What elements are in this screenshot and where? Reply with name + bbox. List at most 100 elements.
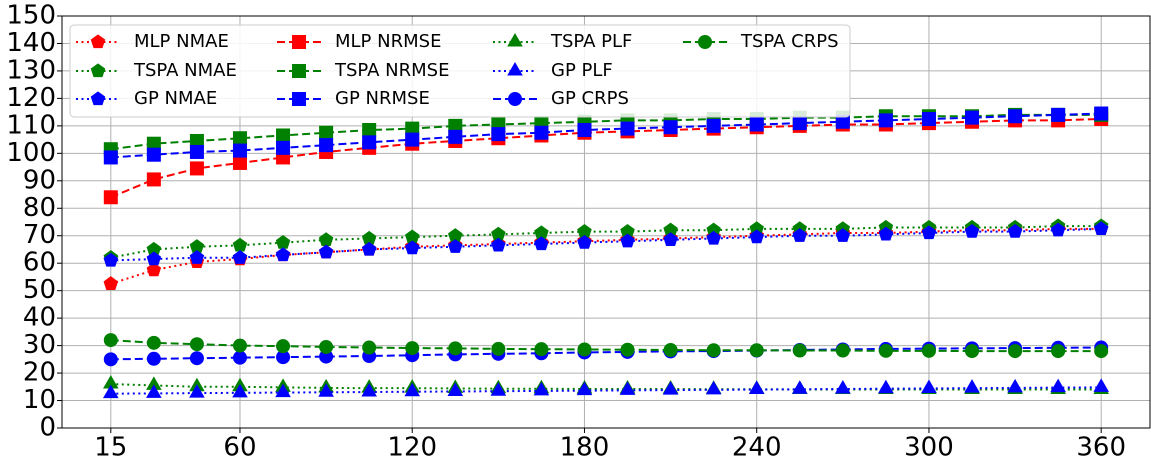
series-line: [110, 346, 1102, 361]
marker: [103, 384, 119, 399]
marker: [577, 122, 592, 137]
legend-marker: [292, 64, 306, 78]
marker: [362, 122, 377, 137]
legend-marker: [292, 35, 306, 49]
marker: [878, 113, 893, 128]
marker: [276, 128, 291, 143]
marker: [705, 380, 722, 395]
marker: [189, 144, 204, 159]
series-line: [110, 225, 1102, 259]
series-line: [110, 386, 1102, 395]
marker: [662, 381, 679, 395]
marker: [1093, 378, 1109, 392]
marker: [964, 379, 980, 393]
marker: [362, 135, 377, 150]
legend-label: TSPA PLF: [550, 31, 632, 52]
marker: [318, 244, 334, 259]
marker: [1094, 106, 1109, 121]
marker: [878, 379, 894, 394]
legend-marker: [508, 92, 522, 106]
x-tick-label: 15: [94, 433, 127, 459]
marker: [533, 381, 550, 396]
legend-marker: [698, 35, 712, 49]
y-tick-label: 50: [23, 275, 56, 305]
marker: [921, 112, 936, 126]
marker: [146, 351, 161, 366]
marker: [232, 250, 248, 264]
x-tick-label: 60: [223, 433, 256, 459]
marker: [748, 380, 765, 395]
y-tick-label: 90: [23, 165, 56, 195]
marker: [448, 341, 463, 356]
marker: [103, 352, 118, 367]
marker: [1007, 378, 1023, 393]
marker: [146, 147, 161, 162]
marker: [792, 116, 807, 131]
x-tick-label: 180: [560, 433, 610, 459]
legend-marker: [507, 62, 523, 76]
series-line: [110, 112, 1102, 159]
marker: [577, 234, 592, 249]
legend-marker: [90, 63, 106, 78]
x-tick-label: 300: [904, 433, 954, 459]
marker: [362, 340, 377, 355]
series-line: [110, 118, 1102, 199]
legend-label: TSPA NRMSE: [334, 60, 449, 81]
legend-label: GP CRPS: [551, 88, 629, 109]
marker: [448, 129, 463, 144]
series-line: [110, 383, 1102, 391]
marker: [404, 240, 420, 255]
marker: [189, 351, 204, 366]
marker: [619, 381, 636, 395]
legend-label: TSPA CRPS: [740, 31, 839, 52]
marker: [706, 230, 721, 245]
legend-marker: [507, 33, 523, 47]
marker: [1051, 107, 1066, 122]
marker: [103, 252, 119, 267]
x-tick-label: 240: [732, 433, 782, 459]
marker: [361, 241, 377, 256]
marker: [1008, 109, 1023, 124]
x-tick-label: 360: [1076, 433, 1126, 459]
marker: [749, 117, 764, 132]
marker: [921, 379, 937, 393]
marker: [663, 342, 678, 357]
marker: [620, 342, 635, 357]
marker: [835, 343, 850, 358]
marker: [319, 339, 334, 354]
marker: [146, 262, 162, 277]
marker: [792, 228, 808, 242]
marker: [318, 383, 334, 397]
plot-frame: [61, 15, 1151, 429]
marker: [835, 228, 851, 242]
legend-label: MLP NMAE: [134, 31, 229, 52]
marker: [620, 233, 635, 248]
y-tick-label: 80: [23, 193, 56, 223]
marker: [103, 150, 118, 165]
marker: [275, 247, 291, 262]
marker: [103, 276, 119, 290]
marker: [189, 337, 204, 352]
marker: [361, 383, 377, 397]
marker: [146, 335, 161, 350]
marker: [577, 342, 592, 357]
y-tick-label: 20: [23, 358, 56, 388]
marker: [491, 127, 506, 142]
y-tick-label: 40: [23, 303, 56, 333]
marker: [232, 350, 247, 365]
y-tick-label: 10: [23, 385, 56, 415]
marker: [749, 343, 764, 358]
marker: [232, 383, 248, 398]
marker: [1008, 344, 1023, 359]
y-tick-label: 110: [6, 110, 56, 140]
marker: [275, 234, 291, 249]
series-line: [110, 113, 1102, 151]
y-tick-label: 0: [39, 413, 56, 443]
marker: [232, 237, 248, 252]
marker: [878, 226, 894, 241]
marker: [319, 125, 334, 140]
marker: [276, 339, 291, 354]
y-tick-label: 70: [23, 220, 56, 250]
marker: [189, 250, 205, 264]
marker: [146, 384, 162, 398]
